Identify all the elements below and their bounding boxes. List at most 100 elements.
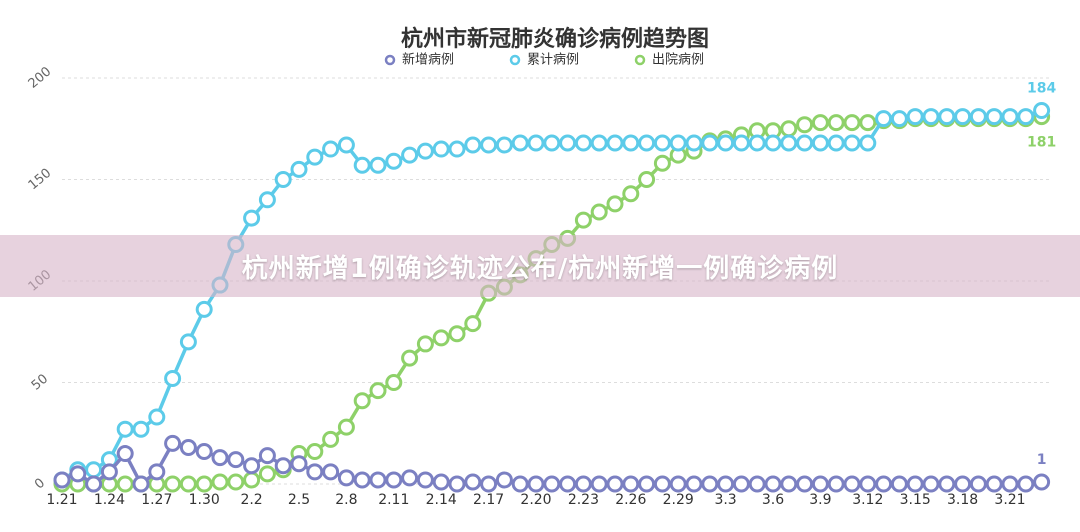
point [590,134,608,152]
legend-label: 新增病例 [402,52,454,68]
point [116,475,134,493]
point [859,475,877,493]
point [448,140,466,158]
point [211,473,229,491]
point [843,114,861,132]
series [53,434,1051,493]
point [890,475,908,493]
legend-label: 累计病例 [527,53,579,68]
point [606,475,624,493]
point [353,156,371,174]
point [938,108,956,126]
point [322,463,340,481]
point [179,333,197,351]
point [69,465,87,483]
point [938,475,956,493]
point [638,475,656,493]
x-tick-label: 2.11 [378,492,409,508]
point [164,369,182,387]
point [559,134,577,152]
point [827,134,845,152]
y-tick-label: 150 [26,166,55,193]
point [432,329,450,347]
point [85,461,103,479]
point [164,475,182,493]
point [1033,473,1051,491]
x-tick-label: 3.15 [900,492,931,508]
x-tick-label: 2.20 [520,492,551,508]
x-tick-label: 1.24 [94,492,125,508]
point [890,110,908,128]
point [116,420,134,438]
legend-marker [384,54,396,66]
point [543,475,561,493]
point [717,134,735,152]
point [811,475,829,493]
point [243,209,261,227]
point [401,469,419,487]
point [243,457,261,475]
point [827,114,845,132]
point [179,438,197,456]
point [685,134,703,152]
point [622,475,640,493]
end-label: 184 [1027,80,1056,96]
x-tick-label: 2.29 [663,492,694,508]
point [811,114,829,132]
point [527,475,545,493]
point [922,475,940,493]
point [780,475,798,493]
point [590,475,608,493]
point [701,134,719,152]
point [495,471,513,489]
legend-marker [509,54,521,66]
point [369,382,387,400]
point [732,475,750,493]
point [148,463,166,481]
end-label: 1 [1037,452,1047,468]
point [227,473,245,491]
point [164,434,182,452]
x-tick-label: 1.27 [141,492,172,508]
series [53,108,1051,493]
point [954,475,972,493]
point [195,443,213,461]
point [464,473,482,491]
point [385,471,403,489]
x-tick-label: 1.30 [189,492,220,508]
point [306,148,324,166]
point [859,114,877,132]
point [495,136,513,154]
banner: 杭州新增1例确诊轨迹公布/杭州新增一例确诊病例 [0,235,1080,297]
point [638,134,656,152]
point [274,457,292,475]
x-tick-label: 3.3 [714,492,736,508]
y-tick-label: 0 [32,476,48,493]
point [748,134,766,152]
point [337,469,355,487]
point [179,475,197,493]
point [796,116,814,134]
legend-label: 出院病例 [652,53,704,68]
point [527,134,545,152]
point [843,475,861,493]
point [748,475,766,493]
point [511,134,529,152]
point [859,134,877,152]
point [985,108,1003,126]
point [543,134,561,152]
point [464,136,482,154]
point [385,152,403,170]
point [306,463,324,481]
point [432,473,450,491]
point [922,108,940,126]
point [85,475,103,493]
point [574,475,592,493]
x-tick-label: 2.23 [568,492,599,508]
x-tick-label: 2.2 [240,492,262,508]
x-tick-label: 1.21 [46,492,77,508]
point [448,325,466,343]
point [258,447,276,465]
